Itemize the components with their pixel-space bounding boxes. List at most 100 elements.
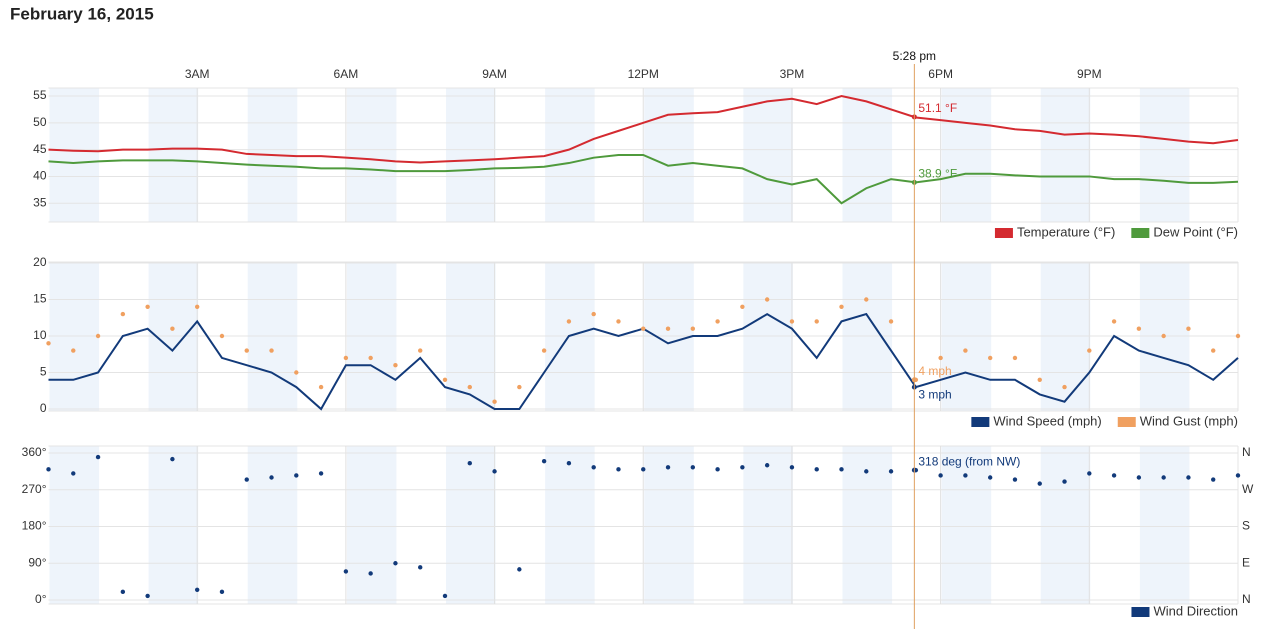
data-point: [194, 587, 200, 592]
data-point: [616, 319, 621, 324]
data-point: [467, 384, 472, 390]
data-point: [269, 475, 274, 480]
y2-tick-label: W: [1242, 482, 1254, 496]
hour-band: [941, 446, 992, 604]
data-point: [566, 461, 572, 466]
readout-label: 51.1 °F: [918, 101, 957, 115]
hour-band: [545, 446, 595, 604]
hour-band: [49, 88, 100, 222]
data-point: [368, 571, 373, 576]
data-point: [1062, 479, 1067, 484]
data-point: [591, 465, 596, 470]
legend-swatch: [1117, 417, 1136, 427]
data-point: [938, 473, 943, 478]
x-tick-label: 9PM: [1077, 67, 1102, 81]
data-point: [1012, 355, 1018, 361]
legend-swatch: [1131, 607, 1150, 617]
data-point: [1111, 473, 1117, 478]
data-point: [219, 333, 225, 339]
data-point: [170, 456, 175, 462]
y-tick-label: 0: [40, 401, 47, 415]
readout-label: 3 mph: [918, 387, 951, 401]
data-point: [393, 561, 398, 566]
data-point: [95, 333, 101, 339]
hour-band: [148, 88, 199, 222]
data-point: [1211, 348, 1216, 353]
data-point: [814, 467, 819, 472]
hour-band: [743, 88, 793, 222]
hour-band: [247, 446, 298, 604]
y-tick-label: 360°: [22, 445, 47, 459]
data-point: [789, 319, 795, 324]
x-tick-label: 3PM: [780, 67, 805, 81]
data-point: [690, 465, 696, 470]
y-tick-label: 20: [33, 255, 47, 269]
legend-swatch: [971, 417, 990, 427]
data-point: [467, 461, 472, 466]
y-tick-label: 180°: [22, 519, 47, 533]
data-point: [492, 399, 497, 404]
data-point: [715, 467, 720, 472]
hour-band: [346, 446, 397, 604]
hour-band: [743, 446, 793, 604]
data-point: [715, 319, 720, 324]
y-tick-label: 270°: [22, 482, 47, 496]
data-point: [343, 355, 349, 361]
data-point: [244, 348, 249, 353]
readout-label: 38.9 °F: [918, 167, 957, 181]
x-tick-label: 12PM: [628, 67, 659, 81]
y-tick-label: 10: [33, 328, 47, 342]
hour-band: [941, 88, 992, 222]
x-tick-label: 6AM: [334, 67, 359, 81]
data-point: [764, 463, 770, 468]
data-point: [318, 384, 324, 390]
data-point: [963, 348, 968, 353]
hour-band: [346, 88, 397, 222]
data-point: [1037, 377, 1042, 382]
y2-tick-label: N: [1242, 445, 1251, 459]
hour-band: [1040, 88, 1091, 222]
data-point: [888, 469, 894, 474]
y-tick-label: 40: [33, 169, 47, 183]
y-tick-label: 50: [33, 115, 47, 129]
hour-band: [545, 88, 595, 222]
y-tick-label: 35: [33, 195, 47, 209]
data-point: [789, 465, 795, 470]
data-point: [393, 363, 398, 368]
readout-label: 4 mph: [918, 364, 951, 378]
readout-label: 318 deg (from NW): [918, 454, 1020, 468]
data-point: [665, 326, 671, 331]
y2-tick-label: E: [1242, 555, 1250, 569]
x-tick-label: 3AM: [185, 67, 210, 81]
data-point: [987, 475, 993, 480]
data-point: [591, 311, 596, 317]
data-point: [641, 467, 646, 472]
cursor-label: 5:28 pm: [893, 49, 936, 63]
data-point: [641, 326, 646, 331]
data-point: [888, 319, 894, 324]
data-point: [1136, 326, 1142, 331]
y-tick-label: 0°: [35, 592, 47, 606]
x-tick-label: 9AM: [482, 67, 507, 81]
y-tick-label: 5: [40, 365, 47, 379]
data-point: [1012, 477, 1018, 482]
data-point: [120, 589, 126, 595]
data-point: [492, 469, 497, 474]
page-title: February 16, 2015: [10, 4, 154, 23]
data-point: [1062, 384, 1067, 390]
y-tick-label: 45: [33, 142, 47, 156]
x-tick-label: 6PM: [928, 67, 953, 81]
data-line: [48, 154, 1239, 205]
data-point: [46, 341, 51, 346]
data-point: [95, 454, 101, 460]
data-point: [963, 473, 968, 478]
y-tick-label: 55: [33, 88, 47, 102]
data-point: [343, 569, 349, 574]
y-tick-label: 15: [33, 292, 47, 306]
legend-label: Dew Point (°F): [1153, 224, 1238, 239]
data-point: [814, 319, 819, 324]
hour-band: [49, 446, 100, 604]
data-point: [71, 348, 76, 353]
data-point: [294, 473, 299, 478]
